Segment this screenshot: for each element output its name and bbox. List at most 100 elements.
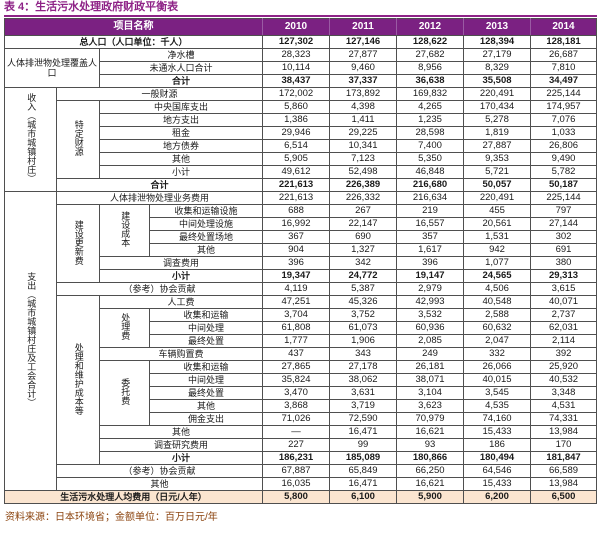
value-cell: 267	[329, 204, 397, 218]
value-cell: 37,337	[329, 74, 397, 88]
value-cell: 1,617	[396, 243, 464, 257]
item-name-column-header: 项目名称	[4, 18, 263, 36]
label-text: 其他	[171, 153, 190, 164]
row-group-label: 处理费	[99, 308, 150, 348]
label-text: 最终处置	[187, 387, 224, 398]
value-cell: 302	[530, 230, 597, 244]
value-cell: 13,984	[530, 477, 597, 491]
label-text: 中央国库支出	[153, 101, 208, 112]
label-text: 合计	[171, 75, 190, 86]
value-cell: 3,623	[396, 399, 464, 413]
value-cell: 1,411	[329, 113, 397, 127]
row-label: 中间处理设施	[149, 217, 263, 231]
value-cell: 16,471	[329, 425, 397, 439]
value-cell: 49,612	[262, 165, 330, 179]
label-text: 中间处理	[187, 374, 224, 385]
value-cell: —	[262, 425, 330, 439]
value-cell: 5,721	[463, 165, 531, 179]
value-cell: 6,514	[262, 139, 330, 153]
value-cell: 93	[396, 438, 464, 452]
value-cell: 221,613	[262, 178, 330, 192]
row-label: 合计	[99, 74, 263, 88]
value-cell: 28,323	[262, 48, 330, 62]
value-cell: 221,613	[262, 191, 330, 205]
value-cell: 172,002	[262, 87, 330, 101]
value-cell: 4,265	[396, 100, 464, 114]
row-label: （参考）协会贡献	[56, 464, 263, 478]
value-cell: 2,979	[396, 282, 464, 296]
value-cell: 10,341	[329, 139, 397, 153]
label-text: 人体排泄物处理覆盖人口	[6, 57, 97, 78]
year-column-header: 2011	[329, 18, 397, 36]
value-cell: 392	[530, 347, 597, 361]
value-cell: 26,181	[396, 360, 464, 374]
value-cell: 220,491	[463, 87, 531, 101]
table-row: （参考）协会贡献 4,119 5,387 2,979 4,506 3,615	[5, 282, 597, 296]
value-cell: 216,680	[396, 178, 464, 192]
label-text: 合计	[150, 179, 169, 190]
table-row: 生活污水处理人均费用（日元/人年） 5,800 6,100 5,900 6,200 6,5…	[4, 490, 597, 504]
value-cell: 226,332	[329, 191, 397, 205]
value-cell: 437	[262, 347, 330, 361]
value-cell: 3,719	[329, 399, 397, 413]
row-label: 最终处置场地	[149, 230, 263, 244]
value-cell: 170	[530, 438, 597, 452]
value-cell: 169,832	[396, 87, 464, 101]
value-cell: 180,494	[463, 451, 531, 465]
value-cell: 26,066	[463, 360, 531, 374]
row-label: 未通水人口合计	[99, 61, 263, 75]
value-cell: 5,278	[463, 113, 531, 127]
label-text: 收集和运输	[183, 309, 229, 320]
label-text: 支出（城市城镇村庄及工会合计）	[26, 272, 37, 408]
value-cell: 5,782	[530, 165, 597, 179]
row-label: 合计	[56, 178, 263, 192]
value-cell: 74,331	[530, 412, 597, 426]
table-row: 中间处理设施 16,992 22,147 16,557 20,561 27,144	[5, 217, 597, 231]
value-cell: 225,144	[530, 191, 597, 205]
value-cell: 1,033	[530, 126, 597, 140]
row-label: 其他	[99, 152, 263, 166]
value-cell: 22,147	[329, 217, 397, 231]
label-text: 地方支出	[162, 114, 199, 125]
label-text: 收集和运输	[183, 361, 229, 372]
value-cell: 127,302	[262, 35, 330, 49]
label-text: （参考）协会贡献	[123, 283, 196, 294]
value-cell: 4,398	[329, 100, 397, 114]
row-label: 佣金支出	[149, 412, 263, 426]
value-cell: 24,772	[329, 269, 397, 283]
table-row: （参考）协会贡献 67,887 65,849 66,250 64,546 66,589	[5, 464, 597, 478]
row-label: 总人口（人口单位：千人）	[4, 35, 263, 49]
value-cell: 9,353	[463, 152, 531, 166]
label-text: 收入（城市城镇村庄）	[26, 93, 37, 184]
row-label: 生活污水处理人均费用（日元/人年）	[4, 490, 263, 504]
value-cell: 15,433	[463, 477, 531, 491]
value-cell: 67,887	[262, 464, 330, 478]
page: 表 4：生活污水处理政府财政平衡表 项目名称 2010 2011 2012 20…	[4, 1, 597, 523]
row-label: 人体排泄物处理覆盖人口	[4, 48, 100, 88]
value-cell: 66,250	[396, 464, 464, 478]
value-cell: 38,071	[396, 373, 464, 387]
value-cell: 5,905	[262, 152, 330, 166]
value-cell: 2,737	[530, 308, 597, 322]
value-cell: 19,347	[262, 269, 330, 283]
label-text: 佣金支出	[187, 413, 224, 424]
table-row: 支出（城市城镇村庄及工会合计） 人体排泄物处理业务费用 221,613 226,332…	[4, 191, 597, 491]
value-cell: 16,557	[396, 217, 464, 231]
value-cell: 65,849	[329, 464, 397, 478]
value-cell: 47,251	[262, 295, 330, 309]
label-text: 其他	[196, 400, 215, 411]
value-cell: 942	[463, 243, 531, 257]
table-row: 地方债券 6,514 10,341 7,400 27,887 26,806	[5, 139, 597, 153]
label-text: 建设更新费	[73, 219, 84, 265]
value-cell: 174,957	[530, 100, 597, 114]
row-label: 中央国库支出	[99, 100, 263, 114]
label-text: 人体排泄物处理业务费用	[109, 192, 209, 203]
row-label: 中间处理	[149, 321, 263, 335]
row-label: 调查费用	[99, 256, 263, 270]
label-text: 建设成本	[120, 211, 131, 248]
label-text: 中间处理设施	[178, 218, 233, 229]
value-cell: 38,437	[262, 74, 330, 88]
value-cell: 1,235	[396, 113, 464, 127]
label-text: 调查费用	[162, 257, 199, 268]
row-label: 其他	[149, 243, 263, 257]
